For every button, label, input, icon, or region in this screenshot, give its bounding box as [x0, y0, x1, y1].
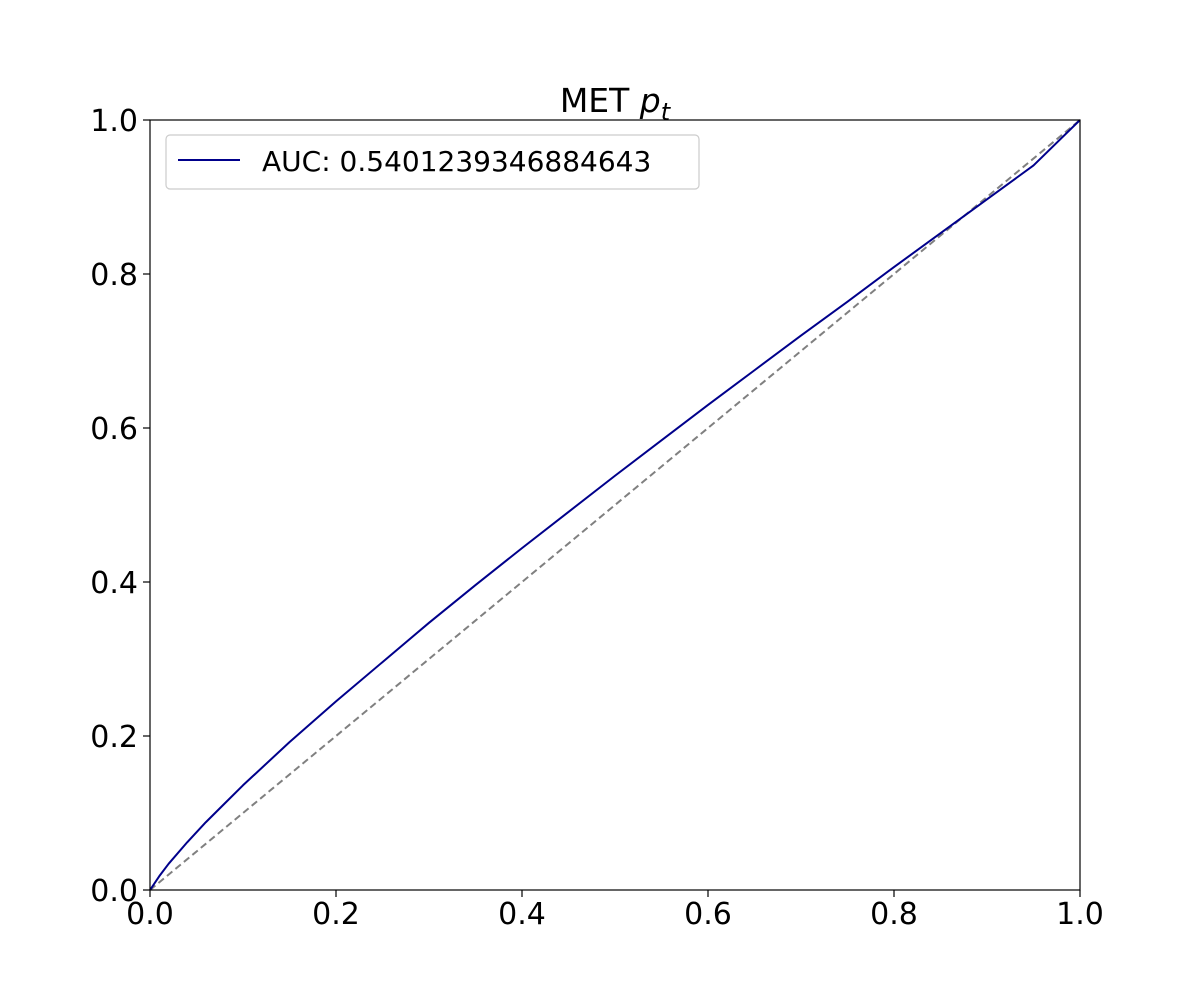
chart-title-math: p	[639, 81, 661, 120]
y-tick-label: 0.4	[90, 566, 138, 601]
legend-box	[165, 134, 700, 190]
x-tick-label: 0.0	[126, 897, 174, 932]
y-tick-label: 0.2	[90, 720, 138, 755]
x-tick-label: 0.8	[870, 897, 918, 932]
y-tick-label: 0.8	[90, 258, 138, 293]
x-tick-label: 1.0	[1056, 897, 1104, 932]
y-tick-label: 1.0	[90, 104, 138, 139]
x-tick-label: 0.4	[498, 897, 546, 932]
plot-frame	[149, 119, 1081, 891]
x-tick-label: 0.2	[312, 897, 360, 932]
roc-curve-line	[149, 119, 1081, 891]
y-tick-label: 0.6	[90, 412, 138, 447]
y-axis: 0.0 0.2 0.4 0.6 0.8 1.0	[90, 104, 150, 909]
legend-label: AUC: 0.5401239346884643	[262, 145, 651, 178]
chart-title-math-subscript: t	[661, 98, 672, 126]
plot-area	[149, 119, 1081, 891]
chart-title-text: MET	[560, 81, 630, 120]
chance-diagonal-line	[149, 119, 1081, 891]
x-tick-label: 0.6	[684, 897, 732, 932]
series-layer	[149, 119, 1081, 891]
x-axis: 0.0 0.2 0.4 0.6 0.8 1.0	[126, 890, 1104, 932]
legend: AUC: 0.5401239346884643	[165, 134, 700, 190]
chart-title: MET pt	[560, 81, 672, 126]
y-tick-label: 0.0	[90, 874, 138, 909]
